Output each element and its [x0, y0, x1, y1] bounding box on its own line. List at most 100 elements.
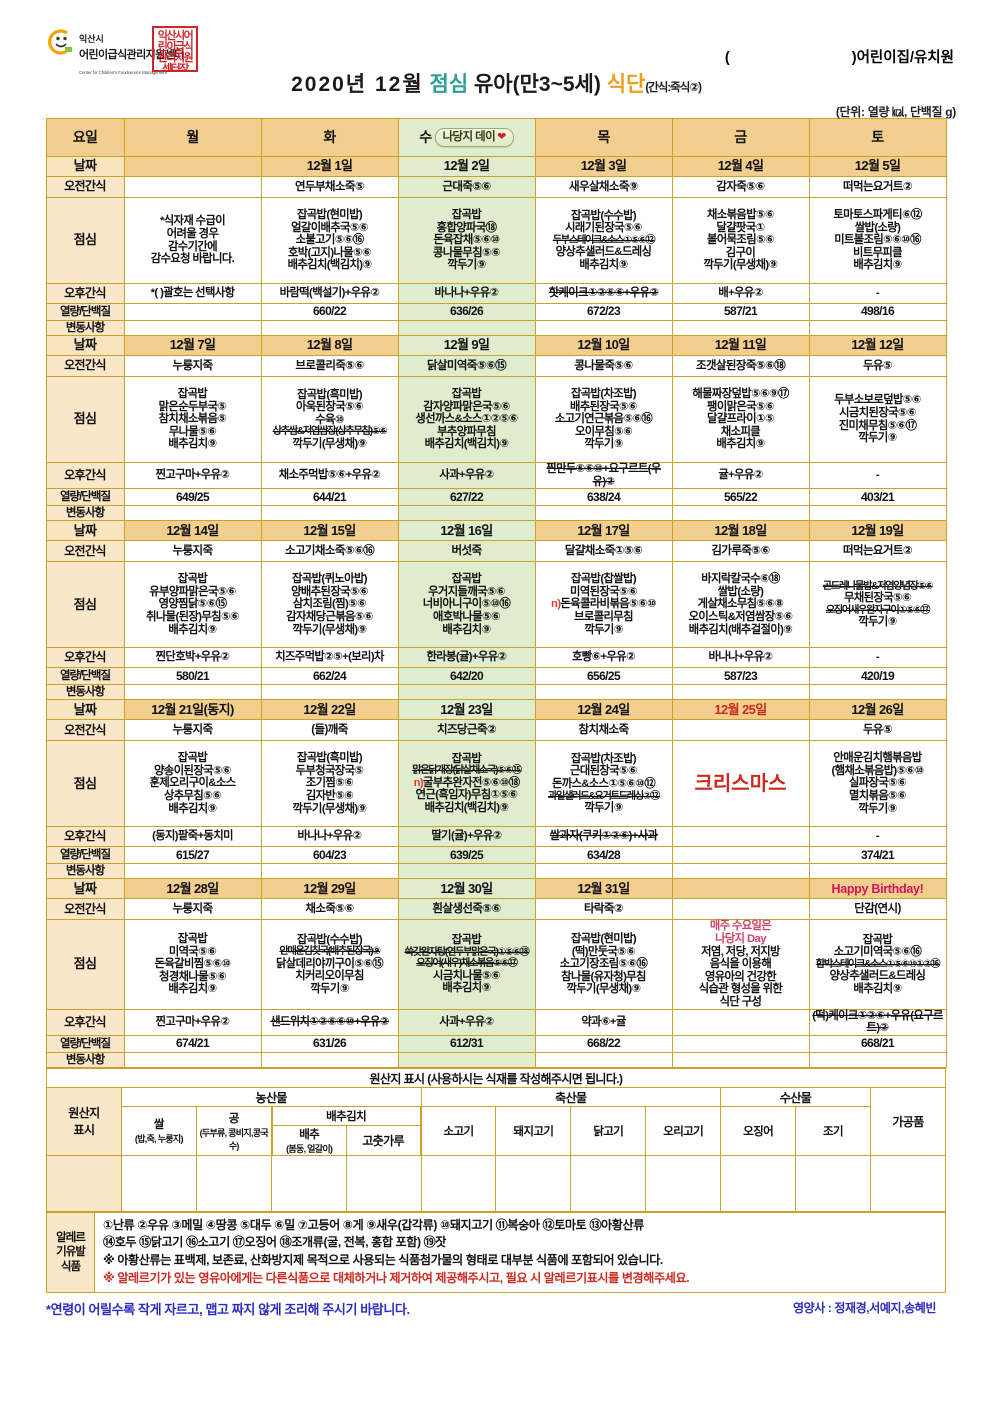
lunch-dish: 배추된장국⑤⑥: [570, 400, 638, 413]
lunch-dish: 양상추샐러드&드레싱: [829, 970, 926, 983]
morning-snack-w4-d5: [671, 719, 810, 742]
lunch-cell-w5-d6: 잡곡밥 소고기미역국⑤⑥⑯ 함박스테이크&소스①⑤⑥⑩①②⑯ 양상추샐러드&드레싱 배추…: [808, 919, 947, 1010]
dow-label-tue: 화: [260, 118, 399, 157]
changes-w2-d1[interactable]: [123, 505, 262, 522]
lunch-dish: 잡곡밥: [451, 387, 482, 400]
changes-w2-d6[interactable]: [808, 505, 947, 522]
lunch-dish: 잡곡밥(차조밥): [570, 752, 637, 765]
wed-message-line: 식단 구성: [719, 996, 762, 1009]
kcal-protein-w1-d1: [123, 303, 262, 321]
origin-entry-cell-11[interactable]: [869, 1154, 947, 1212]
changes-w4-d6[interactable]: [808, 863, 947, 880]
lunch-dish: 상추쌈&저염쌈장(상추무침)⑤⑥: [272, 426, 388, 438]
allergy-content: ①난류 ②우유 ③메밀 ④땅콩 ⑤대두 ⑥밀 ⑦고등어 ⑧게 ⑨새우(갑각류) …: [94, 1211, 946, 1294]
origin-entry-cell-5[interactable]: [420, 1154, 497, 1212]
changes-w5-d6[interactable]: [808, 1052, 947, 1069]
changes-w5-d1[interactable]: [123, 1052, 262, 1069]
origin-entry-cell-4[interactable]: [345, 1154, 422, 1212]
morning-snack-w4-d1: 누룽지죽: [123, 719, 262, 742]
changes-w3-d5[interactable]: [671, 684, 810, 701]
kcal-protein-w1-d2: 660/22: [260, 303, 399, 321]
changes-w1-d5[interactable]: [671, 320, 810, 336]
lunch-dish: 두부스테이크&소스①⑤⑥⑫: [552, 234, 656, 246]
lunch-dish: 잡곡밥(흑미밥): [296, 388, 363, 401]
lunch-dish: 닭살데리야끼구이⑤⑥⑮: [276, 957, 384, 970]
lunch-dish: 잡곡밥(차조밥): [570, 387, 637, 400]
title-age-range: 유아(만3~5세): [473, 73, 601, 96]
origin-entry-cell-1[interactable]: [120, 1154, 197, 1212]
changes-w3-d4[interactable]: [534, 684, 673, 701]
lunch-row: 점심 *식자재 수급이 어려울 경우 감수기간에 감수요청 바랍니다. 잡곡밥(현미밥) 얼…: [45, 197, 947, 284]
lunch-cell-w2-d3: 잡곡밥 감자양파맑은국⑤⑥ 생선까스&소스①②⑤⑥ 부추양파무침 배추김치(백김치)⑨: [397, 376, 536, 463]
date-cell-w5-d6: Happy Birthday!: [808, 878, 947, 900]
lunch-dish: 김구이: [725, 246, 756, 259]
changes-w4-d4[interactable]: [534, 863, 673, 880]
changes-w4-d5[interactable]: [671, 863, 810, 880]
lunch-cell-w3-d2: 잡곡밥(퀴노아밥) 양배추된장국⑤⑥ 삼치조림(찜)⑤⑥ 감자채당근볶음⑤⑥ 깍두기(무…: [260, 561, 399, 649]
afternoon-snack-w5-d1: 찐고구마+우유②: [123, 1008, 262, 1037]
lunch-dish: 잡곡밥: [862, 933, 893, 946]
changes-w1-d2[interactable]: [260, 320, 399, 336]
lunch-dish: 콩나물무침⑤⑥: [433, 246, 501, 259]
lunch-dish: 배추김치⑨: [168, 438, 217, 451]
afternoon-snack-w3-d4: 호빵⑥+우유②: [534, 647, 673, 669]
changes-w5-d2[interactable]: [260, 1052, 399, 1069]
afternoon-snack-struck: (떡)케이크①②⑥+우유(요구르트)②: [812, 1009, 943, 1035]
date-cell-w5-d2: 12월 29일: [260, 878, 399, 900]
changes-w5-d5[interactable]: [671, 1052, 810, 1069]
lunch-cell-w1-d5: 채소볶음밥⑤⑥ 달걀팟국① 볼어묵조림⑤⑥ 김구이 깍두기(무생채)⑨: [671, 197, 810, 284]
lunch-dish: 부추양파무침: [437, 425, 496, 438]
origin-entry-cell-3[interactable]: [270, 1154, 347, 1212]
page-header: 익산시 어린이급식관리지원센터 Center for Children's Fo…: [0, 0, 992, 119]
lunch-cell-w1-d2: 잡곡밥(현미밥) 얼갈이배추국⑤⑥ 소불고기⑤⑥⑯ 호박(고지)나물⑤⑥ 배추김치(백김…: [260, 197, 399, 284]
changes-w3-d6[interactable]: [808, 684, 947, 701]
lunch-dish: 양배추된장국⑤⑥: [291, 585, 368, 598]
changes-w3-d3[interactable]: [397, 684, 536, 701]
row-label-lunch: 점심: [45, 919, 125, 1010]
lunch-cell-w5-d3: 잡곡밥 쑥갓완자탕(연두부맑은국)①⑤⑥⑱ 오징어(새우)채소볶음⑤⑥⑰ 시금치나물⑤…: [397, 919, 536, 1010]
lunch-dish: 깍두기⑨: [584, 623, 623, 636]
changes-w2-d5[interactable]: [671, 505, 810, 522]
lunch-dish: 잡곡밥(수수밥): [296, 933, 363, 946]
changes-w3-d1[interactable]: [123, 684, 262, 701]
changes-w1-d3[interactable]: [397, 320, 536, 336]
changes-w5-d3[interactable]: [397, 1052, 536, 1069]
lunch-dish: 잡곡밥(퀴노아밥): [292, 573, 367, 586]
changes-w5-d4[interactable]: [534, 1052, 673, 1069]
changes-w3-d2[interactable]: [260, 684, 399, 701]
origin-col-chicken: 닭고기: [570, 1106, 647, 1156]
supply-note-line: 감수요청 바랍니다.: [150, 253, 235, 266]
lunch-dish: n)돈육콜라비볶음⑤⑥⑩: [551, 598, 657, 611]
origin-group-livestock: 축산물: [420, 1087, 722, 1108]
changes-row: 변동사항: [45, 684, 947, 701]
morning-snack-w2-d4: 콩나물죽⑤⑥: [534, 355, 673, 377]
changes-w2-d4[interactable]: [534, 505, 673, 522]
morning-snack-w2-d5: 조갯살된장죽⑤⑥⑱: [671, 355, 810, 377]
changes-w4-d3[interactable]: [397, 863, 536, 880]
origin-entry-cell-2[interactable]: [195, 1154, 272, 1212]
origin-entry-cell-8[interactable]: [645, 1154, 722, 1212]
changes-w2-d2[interactable]: [260, 505, 399, 522]
lunch-dish: 깍두기⑨: [584, 438, 623, 451]
origin-entry-cell-10[interactable]: [795, 1154, 871, 1212]
origin-entry-cell-6[interactable]: [495, 1154, 572, 1212]
lunch-dish: 팽이맑은국⑤⑥: [707, 400, 775, 413]
changes-w1-d6[interactable]: [808, 320, 947, 336]
dow-label-wed: 수: [419, 128, 432, 145]
kcal-protein-w3-d6: 420/19: [808, 667, 947, 686]
lunch-dish: 김자반⑤⑥: [305, 790, 354, 803]
afternoon-snack-w3-d5: 바나나+우유②: [671, 647, 810, 669]
date-cell-w4-d3: 12월 23일: [397, 699, 536, 721]
origin-group-row: 원산지 표시 농산물 축산물 수산물 가공품: [46, 1087, 947, 1156]
origin-entry-cell-7[interactable]: [570, 1154, 647, 1212]
lunch-cell-w4-d6: 안매운김치햄볶음밥 (햄채소볶음밥)⑤⑥⑩ 실파장국⑤⑥ 멸치볶음⑤⑥ 깍두기⑨: [808, 740, 947, 828]
origin-entry-cell-9[interactable]: [720, 1154, 797, 1212]
changes-w2-d3[interactable]: [397, 505, 536, 522]
morning-snack-w1-d3: 근대죽⑤⑥: [397, 176, 536, 198]
changes-w1-d4[interactable]: [534, 320, 673, 336]
row-label-date: 날짜: [45, 699, 125, 721]
changes-w4-d2[interactable]: [260, 863, 399, 880]
changes-w1-d1[interactable]: [123, 320, 262, 336]
kcal-protein-w5-d3: 612/31: [397, 1035, 536, 1054]
changes-w4-d1[interactable]: [123, 863, 262, 880]
